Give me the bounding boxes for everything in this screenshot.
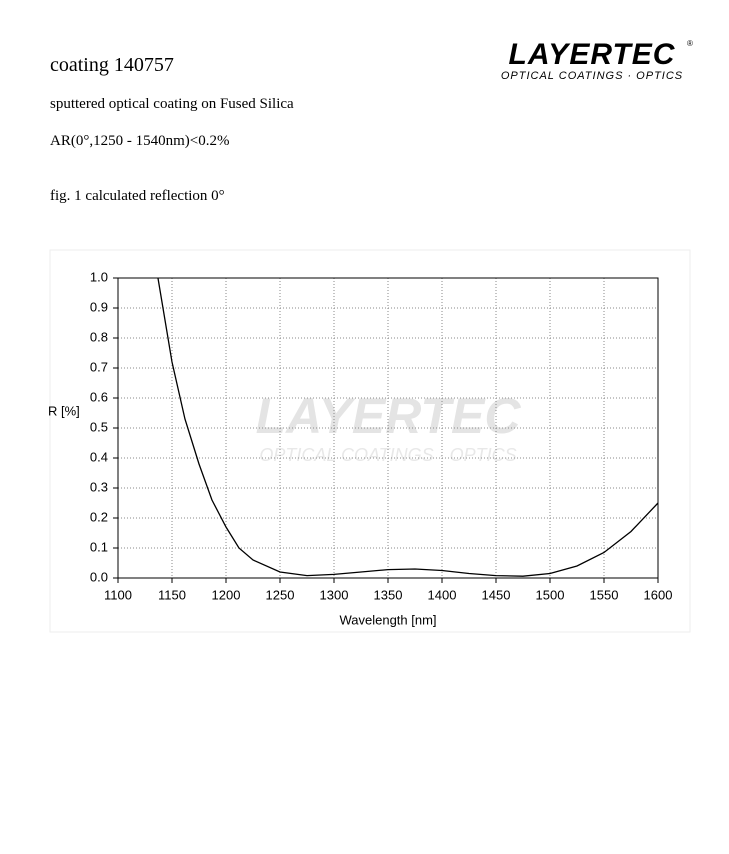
description: sputtered optical coating on Fused Silic… <box>50 96 294 112</box>
x-tick-label: 1550 <box>590 587 619 602</box>
plot-frame <box>117 277 659 579</box>
y-tick-label: 0.4 <box>90 449 108 464</box>
logo-tagline: OPTICAL COATINGS · OPTICS <box>501 70 683 82</box>
x-tick-label: 1600 <box>644 587 673 602</box>
y-tick-label: 0.7 <box>90 359 108 374</box>
y-tick-label: 0.9 <box>90 299 108 314</box>
spec: AR(0°,1250 - 1540nm)<0.2% <box>50 133 230 149</box>
figure-caption: fig. 1 calculated reflection 0° <box>50 188 225 204</box>
x-tick-label: 1450 <box>482 587 511 602</box>
x-tick-label: 1350 <box>374 587 403 602</box>
data-line <box>157 277 659 577</box>
x-tick-label: 1200 <box>212 587 241 602</box>
y-tick-label: 0.8 <box>90 329 108 344</box>
y-tick-label: 0.6 <box>90 389 108 404</box>
x-tick-label: 1500 <box>536 587 565 602</box>
watermark-tagline: OPTICAL COATINGS · OPTICS <box>259 445 516 465</box>
logo: LAYERTEC ® OPTICAL COATINGS · OPTICS <box>501 38 693 82</box>
title: coating 140757 <box>50 54 174 76</box>
y-tick-label: 0.2 <box>90 509 108 524</box>
x-tick-label: 1100 <box>104 587 132 602</box>
x-tick-label: 1150 <box>158 587 186 602</box>
logo-brand: LAYERTEC <box>509 38 676 71</box>
x-tick-label: 1300 <box>320 587 349 602</box>
y-tick-label: 1.0 <box>90 269 108 284</box>
y-tick-label: 0.1 <box>90 539 108 554</box>
y-tick-label: 0.3 <box>90 479 108 494</box>
y-tick-label: 0.0 <box>90 569 108 584</box>
x-axis-label: Wavelength [nm] <box>339 612 436 627</box>
x-tick-label: 1250 <box>266 587 295 602</box>
y-axis-label: R [%] <box>48 403 80 418</box>
y-tick-label: 0.5 <box>90 419 108 434</box>
logo-mark: ® <box>687 39 693 48</box>
x-tick-label: 1400 <box>428 587 457 602</box>
figure-frame <box>49 249 691 633</box>
